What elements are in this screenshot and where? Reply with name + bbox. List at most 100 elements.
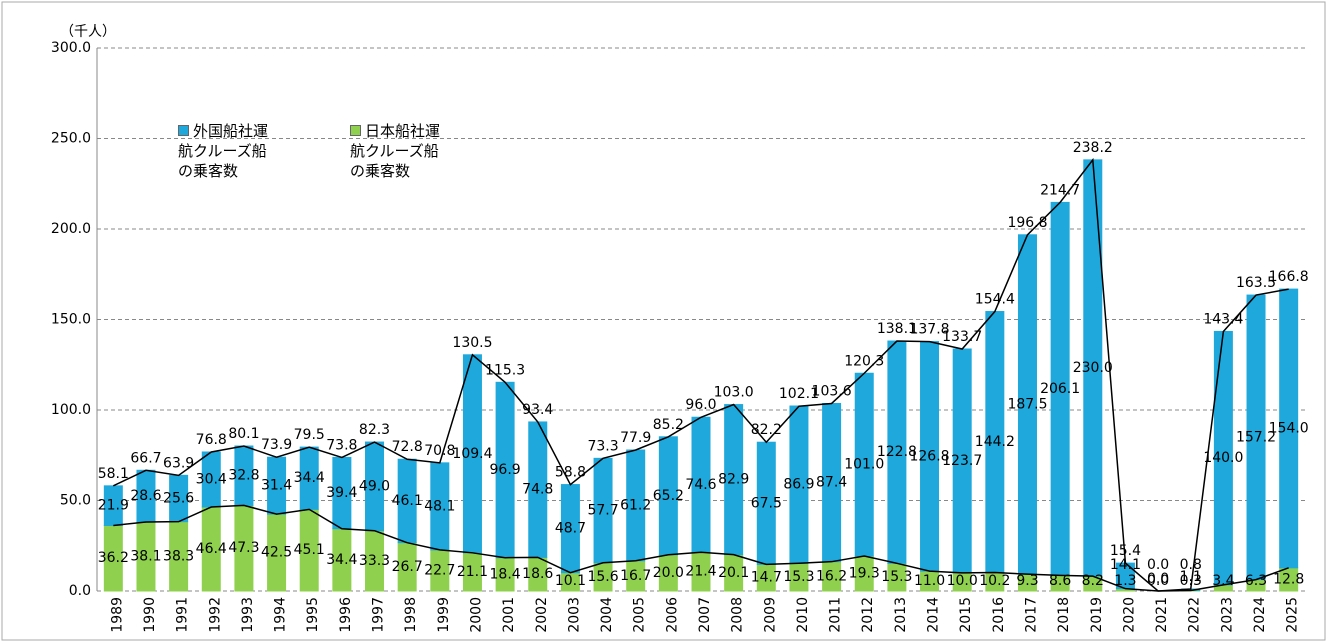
data-label: 157.2 bbox=[1236, 429, 1276, 445]
total-label: 196.8 bbox=[1007, 215, 1047, 231]
y-tick-label: 200.0 bbox=[51, 221, 91, 237]
x-tick-label: 2018 bbox=[1056, 597, 1072, 633]
x-tick-label: 2010 bbox=[795, 597, 811, 633]
data-label: 87.4 bbox=[816, 475, 847, 491]
total-label: 80.1 bbox=[228, 426, 259, 442]
legend-swatch bbox=[350, 125, 361, 136]
data-label: 20.1 bbox=[718, 565, 749, 581]
data-label: 26.7 bbox=[392, 559, 423, 575]
data-label: 67.5 bbox=[751, 495, 782, 511]
x-tick-label: 2021 bbox=[1154, 597, 1170, 633]
total-line bbox=[113, 157, 1289, 592]
total-label: 133.7 bbox=[942, 329, 982, 345]
y-tick-label: 50.0 bbox=[60, 493, 91, 509]
total-label: 73.8 bbox=[326, 437, 357, 453]
x-tick-label: 1993 bbox=[240, 597, 256, 633]
data-label: 3.4 bbox=[1212, 573, 1234, 589]
data-label: 57.7 bbox=[587, 503, 618, 519]
x-tick-label: 2009 bbox=[762, 597, 778, 633]
data-label: 144.2 bbox=[975, 434, 1015, 450]
data-label: 6.3 bbox=[1245, 573, 1267, 589]
total-label: 76.8 bbox=[196, 432, 227, 448]
y-tick-label: 300.0 bbox=[51, 40, 91, 56]
data-label: 154.0 bbox=[1269, 420, 1309, 436]
y-tick-label: 250.0 bbox=[51, 131, 91, 147]
data-label: 206.1 bbox=[1040, 381, 1080, 397]
data-label: 109.4 bbox=[452, 446, 492, 462]
total-label: 1.1 bbox=[1180, 569, 1202, 585]
x-tick-label: 2000 bbox=[468, 597, 484, 633]
data-label: 0.8 bbox=[1180, 557, 1202, 573]
x-tick-label: 2022 bbox=[1187, 597, 1203, 633]
total-label: 214.7 bbox=[1040, 182, 1080, 198]
data-label: 0.0 bbox=[1147, 557, 1169, 573]
total-label: 238.2 bbox=[1073, 140, 1113, 156]
data-label: 15.6 bbox=[587, 569, 618, 585]
data-label: 30.4 bbox=[196, 472, 227, 488]
x-tick-label: 2007 bbox=[697, 597, 713, 633]
data-label: 16.2 bbox=[816, 568, 847, 584]
data-label: 86.9 bbox=[783, 477, 814, 493]
total-label: 73.3 bbox=[587, 438, 618, 454]
x-tick-label: 2015 bbox=[958, 597, 974, 633]
total-label: 96.0 bbox=[685, 397, 716, 413]
legend-label: 日本船社運航クルーズ船の乗客数 bbox=[350, 122, 441, 180]
total-label: 137.8 bbox=[909, 322, 949, 338]
data-label: 123.7 bbox=[942, 453, 982, 469]
data-label: 46.4 bbox=[196, 541, 227, 557]
y-tick-label: 150.0 bbox=[51, 312, 91, 328]
data-label: 9.3 bbox=[1016, 573, 1038, 589]
total-label: 63.9 bbox=[163, 455, 194, 471]
data-label: 21.4 bbox=[685, 564, 716, 580]
y-tick-label: 100.0 bbox=[51, 402, 91, 418]
x-tick-label: 2014 bbox=[926, 597, 942, 633]
data-label: 122.8 bbox=[877, 444, 917, 460]
data-label: 34.4 bbox=[294, 470, 325, 486]
data-label: 96.9 bbox=[490, 462, 521, 478]
data-label: 42.5 bbox=[261, 545, 292, 561]
data-label: 25.6 bbox=[163, 491, 194, 507]
total-label: 93.4 bbox=[522, 402, 553, 418]
data-label: 10.2 bbox=[979, 573, 1010, 589]
y-tick-label: 0.0 bbox=[69, 583, 91, 599]
total-label: 103.0 bbox=[714, 385, 754, 401]
total-label: 130.5 bbox=[452, 335, 492, 351]
data-label: 140.0 bbox=[1203, 450, 1243, 466]
data-label: 39.4 bbox=[326, 485, 357, 501]
data-label: 45.1 bbox=[294, 542, 325, 558]
total-label: 143.4 bbox=[1203, 311, 1243, 327]
x-tick-label: 2017 bbox=[1023, 597, 1039, 633]
x-tick-label: 2001 bbox=[501, 597, 517, 633]
total-label: 15.4 bbox=[1110, 543, 1141, 559]
legend-entry: 外国船社運航クルーズ船の乗客数 bbox=[178, 121, 271, 181]
data-label: 74.8 bbox=[522, 482, 553, 498]
x-tick-label: 2004 bbox=[599, 597, 615, 633]
data-label: 49.0 bbox=[359, 478, 390, 494]
total-label: 82.2 bbox=[751, 422, 782, 438]
unit-label: （千人） bbox=[60, 24, 116, 40]
x-tick-label: 2019 bbox=[1089, 597, 1105, 633]
x-tick-label: 2005 bbox=[632, 597, 648, 633]
data-label: 18.6 bbox=[522, 566, 553, 582]
x-tick-label: 2002 bbox=[534, 597, 550, 633]
total-label: 58.1 bbox=[98, 466, 129, 482]
x-tick-label: 2013 bbox=[893, 597, 909, 633]
data-label: 38.3 bbox=[163, 548, 194, 564]
total-label: 58.8 bbox=[555, 465, 586, 481]
data-label: 187.5 bbox=[1007, 396, 1047, 412]
data-label: 230.0 bbox=[1073, 360, 1113, 376]
total-label: 70.8 bbox=[424, 443, 455, 459]
data-label: 33.3 bbox=[359, 553, 390, 569]
total-label: 163.5 bbox=[1236, 275, 1276, 291]
x-tick-label: 2012 bbox=[860, 597, 876, 633]
legend-entry: 日本船社運航クルーズ船の乗客数 bbox=[350, 121, 443, 181]
total-label: 72.8 bbox=[392, 439, 423, 455]
legend-label: 外国船社運航クルーズ船の乗客数 bbox=[178, 122, 269, 180]
data-label: 15.3 bbox=[783, 569, 814, 585]
data-label: 48.1 bbox=[424, 498, 455, 514]
data-label: 21.1 bbox=[457, 564, 488, 580]
total-label: 138.1 bbox=[877, 321, 917, 337]
data-label: 126.8 bbox=[909, 448, 949, 464]
data-label: 16.7 bbox=[620, 568, 651, 584]
